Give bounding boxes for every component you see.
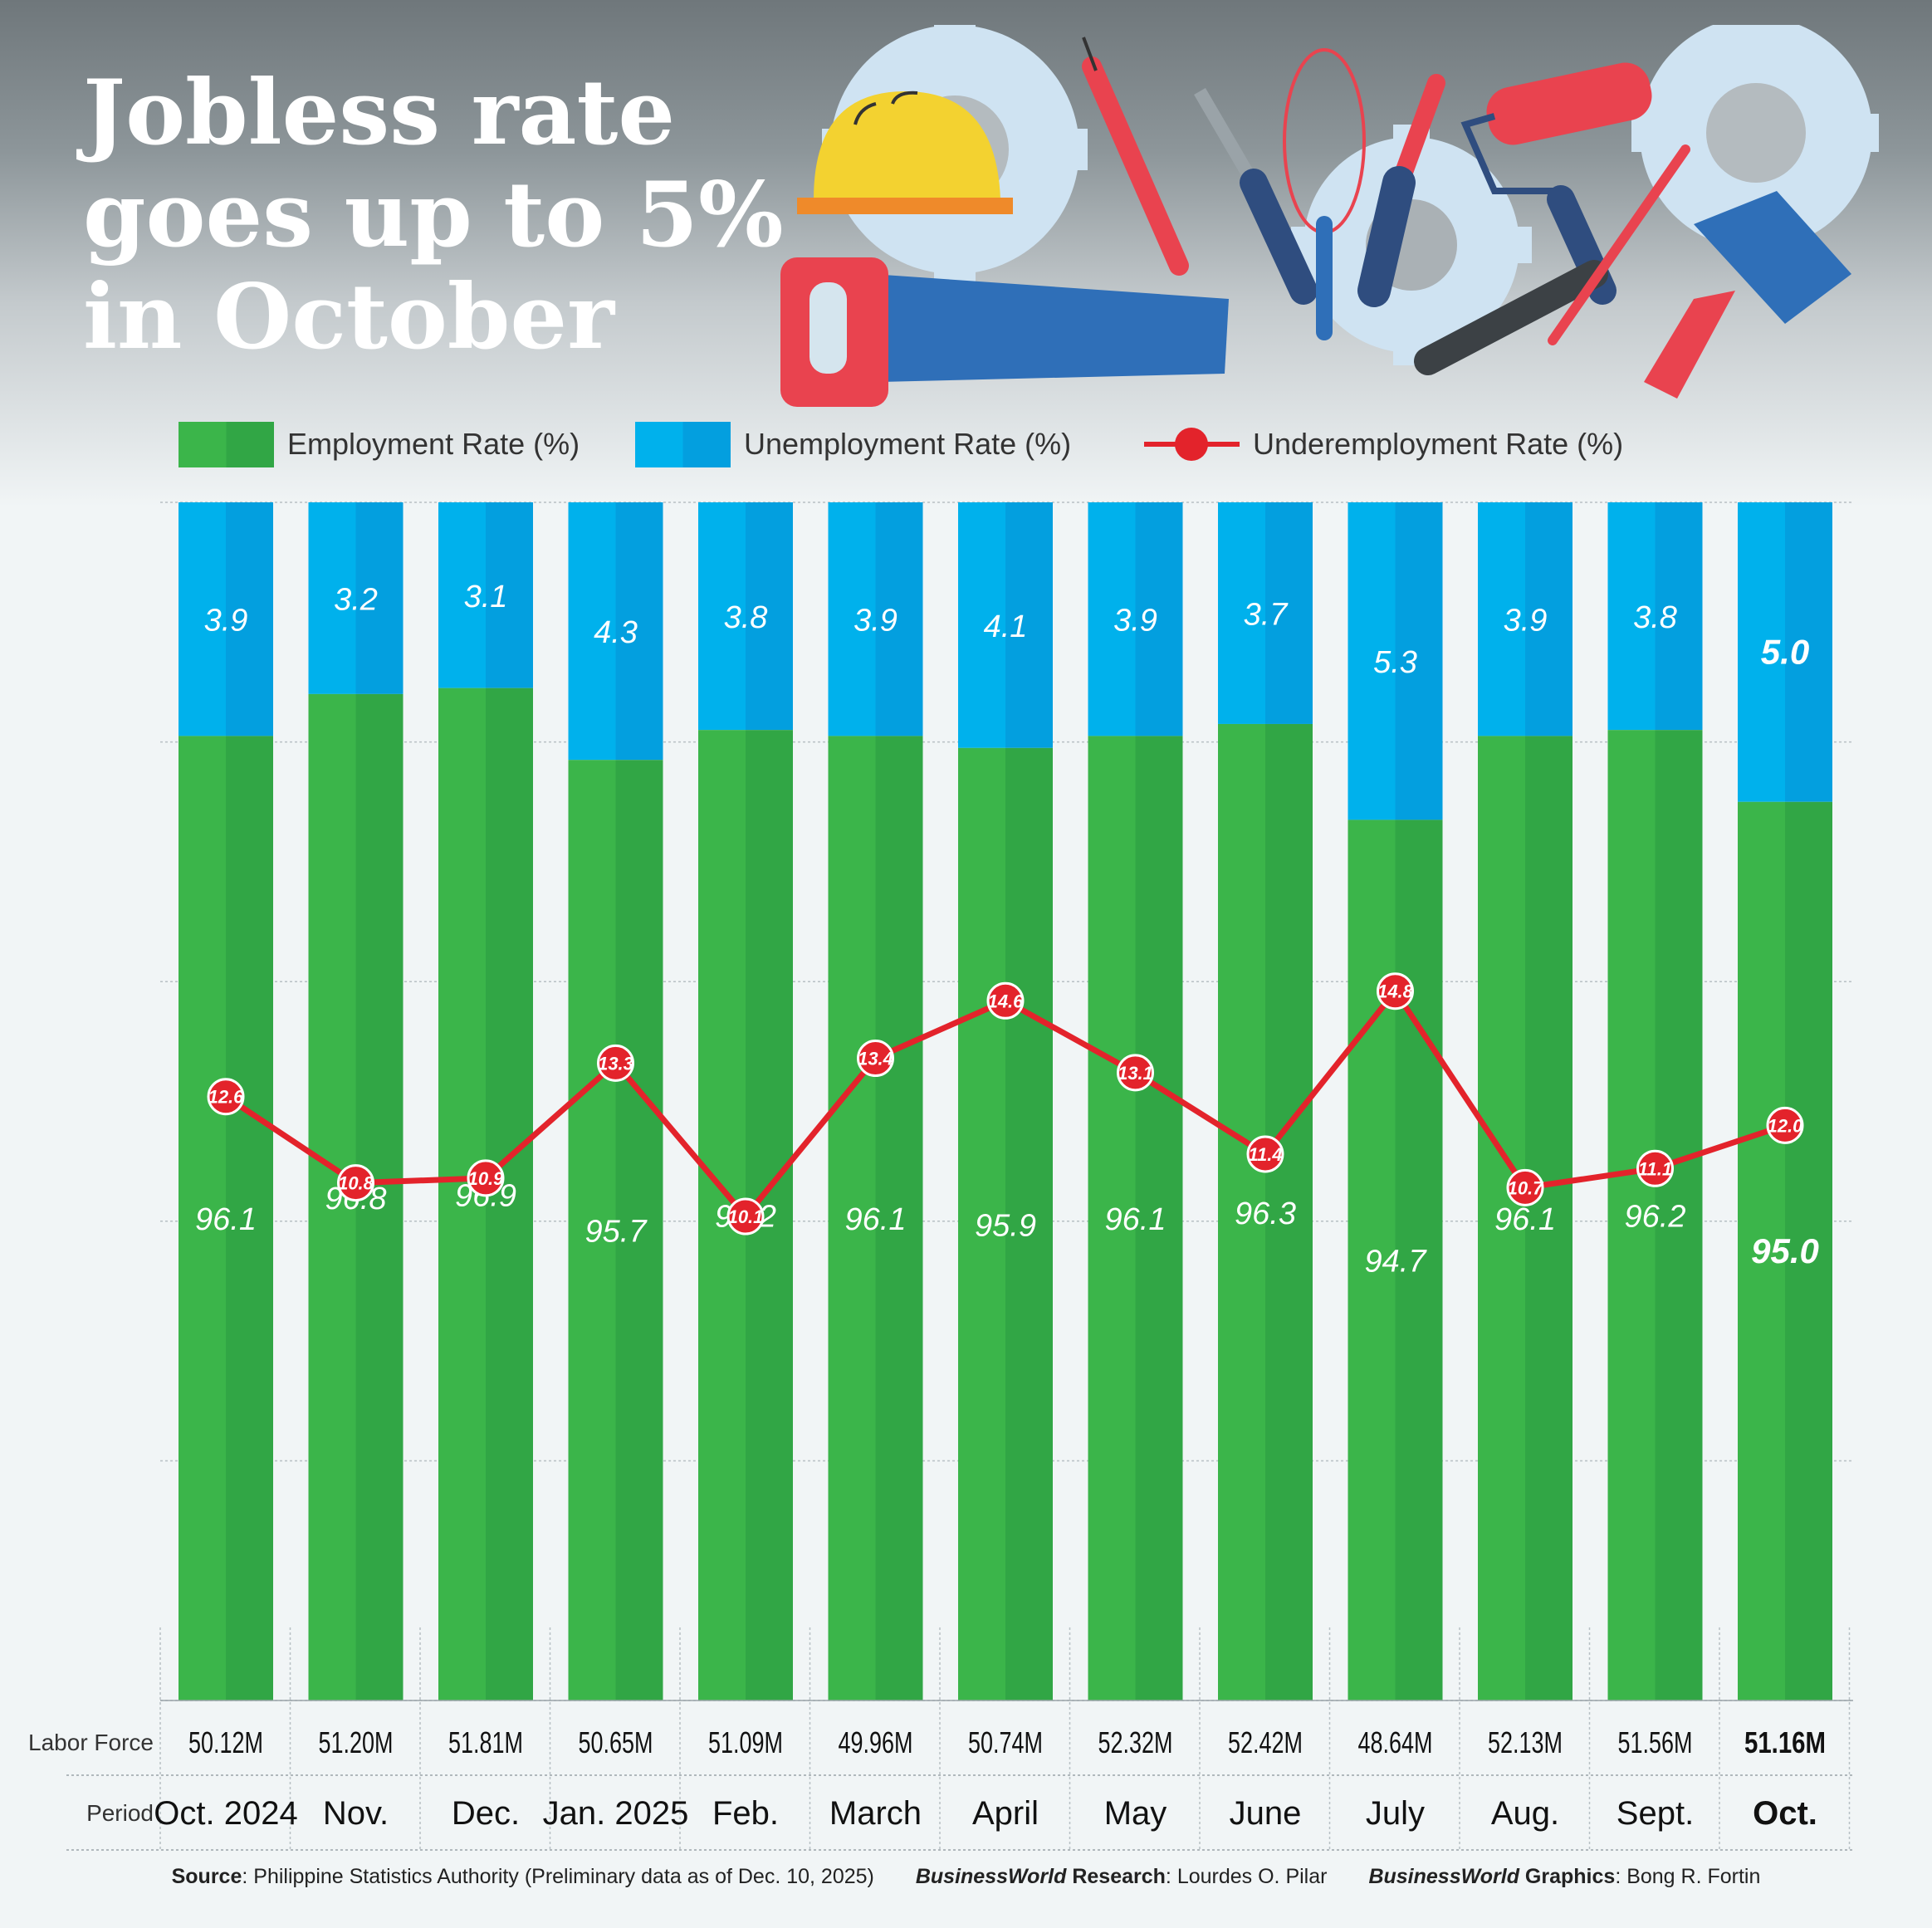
employment-value-label: 95.9	[975, 1208, 1036, 1243]
underemployment-value-label: 11.4	[1248, 1144, 1282, 1165]
footer-research-brand: BusinessWorld	[916, 1865, 1067, 1888]
employment-value-label: 94.7	[1365, 1245, 1428, 1280]
labor-force-value: 50.65M	[579, 1725, 653, 1759]
footer-graphics-brand: BusinessWorld	[1368, 1865, 1519, 1888]
underemployment-value-label: 14.6	[988, 991, 1025, 1011]
period-label: Feb.	[712, 1795, 779, 1832]
period-label: Oct. 2024	[154, 1795, 297, 1832]
period-label: Dec.	[452, 1795, 520, 1832]
unemployment-value-label: 3.9	[204, 604, 248, 639]
unemployment-value-label: 3.8	[1633, 600, 1677, 635]
employment-value-label: 96.1	[1105, 1202, 1167, 1237]
unemployment-value-label: 3.8	[724, 600, 768, 635]
labor-force-value: 48.64M	[1358, 1725, 1433, 1759]
unemployment-value-label: 3.9	[854, 604, 898, 639]
employment-value-label: 96.2	[1625, 1200, 1686, 1235]
period-label: Oct.	[1753, 1795, 1817, 1832]
underemployment-value-label: 10.1	[728, 1206, 764, 1227]
period-label: March	[829, 1795, 922, 1832]
labor-force-value: 50.74M	[968, 1725, 1043, 1759]
period-label: Nov.	[323, 1795, 389, 1832]
labor-force-value: 49.96M	[839, 1725, 913, 1759]
chart-footer: Source: Philippine Statistics Authority …	[0, 1865, 1932, 1889]
labor-force-value: 50.12M	[188, 1725, 263, 1759]
underemployment-value-label: 10.9	[468, 1168, 505, 1189]
underemployment-value-label: 11.1	[1638, 1158, 1672, 1179]
period-label: Aug.	[1491, 1795, 1559, 1832]
underemployment-value-label: 10.8	[338, 1173, 374, 1194]
underemployment-value-label: 12.6	[208, 1087, 245, 1108]
footer-graphics-label: Graphics	[1519, 1865, 1615, 1888]
unemployment-value-label: 4.3	[594, 615, 638, 650]
unemployment-value-label: 4.1	[984, 609, 1028, 644]
labor-force-value: 52.13M	[1488, 1725, 1563, 1759]
employment-value-label: 96.1	[195, 1202, 257, 1237]
underemployment-value-label: 13.1	[1118, 1063, 1153, 1084]
labor-force-value: 52.42M	[1228, 1725, 1303, 1759]
unemployment-value-label: 3.2	[334, 582, 378, 617]
underemployment-value-label: 13.3	[598, 1053, 633, 1074]
unemployment-value-label: 3.1	[464, 580, 508, 614]
labor-force-value: 51.20M	[319, 1725, 394, 1759]
footer-research-text: : Lourdes O. Pilar	[1166, 1865, 1328, 1888]
unemployment-value-label: 3.9	[1113, 604, 1157, 639]
period-label: June	[1230, 1795, 1302, 1832]
period-label: Jan. 2025	[543, 1795, 689, 1832]
unemployment-value-label: 5.0	[1761, 632, 1809, 671]
footer-source-label: Source	[172, 1865, 242, 1888]
labor-force-value: 51.09M	[708, 1725, 783, 1759]
labor-force-value: 51.56M	[1618, 1725, 1693, 1759]
employment-value-label: 96.1	[1494, 1202, 1556, 1237]
employment-value-label: 95.7	[585, 1215, 648, 1250]
footer-graphics-text: : Bong R. Fortin	[1615, 1865, 1760, 1888]
footer-source-text: : Philippine Statistics Authority (Preli…	[242, 1865, 873, 1888]
labor-force-value: 52.32M	[1098, 1725, 1173, 1759]
period-label: April	[972, 1795, 1039, 1832]
unemployment-value-label: 5.3	[1373, 645, 1417, 680]
period-label: July	[1366, 1795, 1425, 1832]
employment-value-label: 95.0	[1751, 1231, 1819, 1270]
underemployment-value-label: 12.0	[1768, 1115, 1804, 1136]
labor-force-value: 51.16M	[1744, 1725, 1826, 1759]
employment-value-label: 96.1	[845, 1202, 907, 1237]
underemployment-value-label: 10.7	[1508, 1177, 1545, 1198]
period-label: Sept.	[1617, 1795, 1694, 1832]
labor-force-value: 51.81M	[448, 1725, 523, 1759]
unemployment-value-label: 3.7	[1244, 597, 1289, 632]
period-row-label: Period	[86, 1800, 154, 1826]
underemployment-value-label: 13.4	[858, 1049, 893, 1069]
labor-force-row-label: Labor Force	[28, 1730, 154, 1755]
footer-research-label: Research	[1066, 1865, 1166, 1888]
underemployment-value-label: 14.8	[1377, 981, 1414, 1002]
period-label: May	[1104, 1795, 1167, 1832]
employment-value-label: 96.3	[1235, 1196, 1296, 1231]
unemployment-value-label: 3.9	[1504, 604, 1548, 639]
